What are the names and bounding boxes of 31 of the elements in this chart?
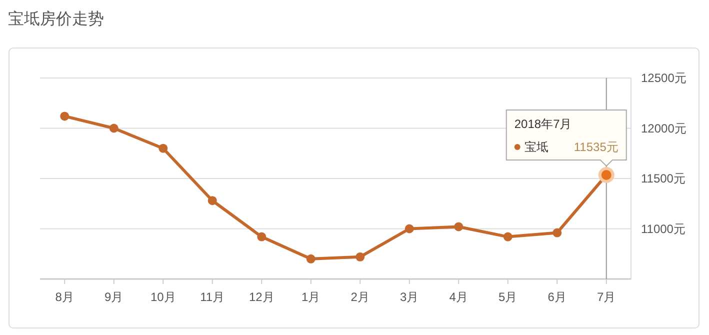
point bbox=[503, 232, 512, 242]
x-tick-label: 2月 bbox=[350, 290, 370, 304]
point bbox=[454, 222, 464, 232]
x-tick-label: 9月 bbox=[104, 290, 124, 304]
point bbox=[109, 124, 118, 133]
x-tick-label: 7月 bbox=[597, 290, 616, 304]
x-tick-label: 6月 bbox=[548, 290, 566, 304]
point bbox=[158, 144, 168, 153]
y-tick-label: 12500元 bbox=[641, 71, 686, 85]
y-tick-label: 12000元 bbox=[641, 121, 686, 136]
point bbox=[306, 254, 316, 264]
x-tick-label: 3月 bbox=[400, 290, 419, 304]
point bbox=[208, 196, 217, 206]
x-tick-label: 11月 bbox=[200, 290, 225, 304]
point bbox=[404, 224, 414, 234]
chart-title: 宝坻房价走势 bbox=[8, 10, 104, 28]
x-tick-label: 5月 bbox=[498, 290, 518, 304]
point bbox=[60, 112, 70, 121]
point bbox=[257, 232, 266, 242]
point bbox=[356, 252, 365, 262]
x-tick-label: 8月 bbox=[55, 290, 74, 304]
x-tick-label: 4月 bbox=[449, 290, 468, 304]
x-tick-label: 12月 bbox=[248, 290, 274, 304]
data-label: 11535元 bbox=[574, 140, 618, 154]
point bbox=[552, 228, 562, 238]
x-tick-label: 1月 bbox=[302, 290, 320, 304]
y-tick-label: 11500元 bbox=[641, 172, 686, 186]
legend-label: 宝坻 bbox=[524, 140, 548, 154]
annotation: 2018年7月 bbox=[514, 116, 572, 131]
y-tick-label: 11000元 bbox=[641, 222, 686, 236]
x-tick-label: 10月 bbox=[150, 290, 176, 304]
